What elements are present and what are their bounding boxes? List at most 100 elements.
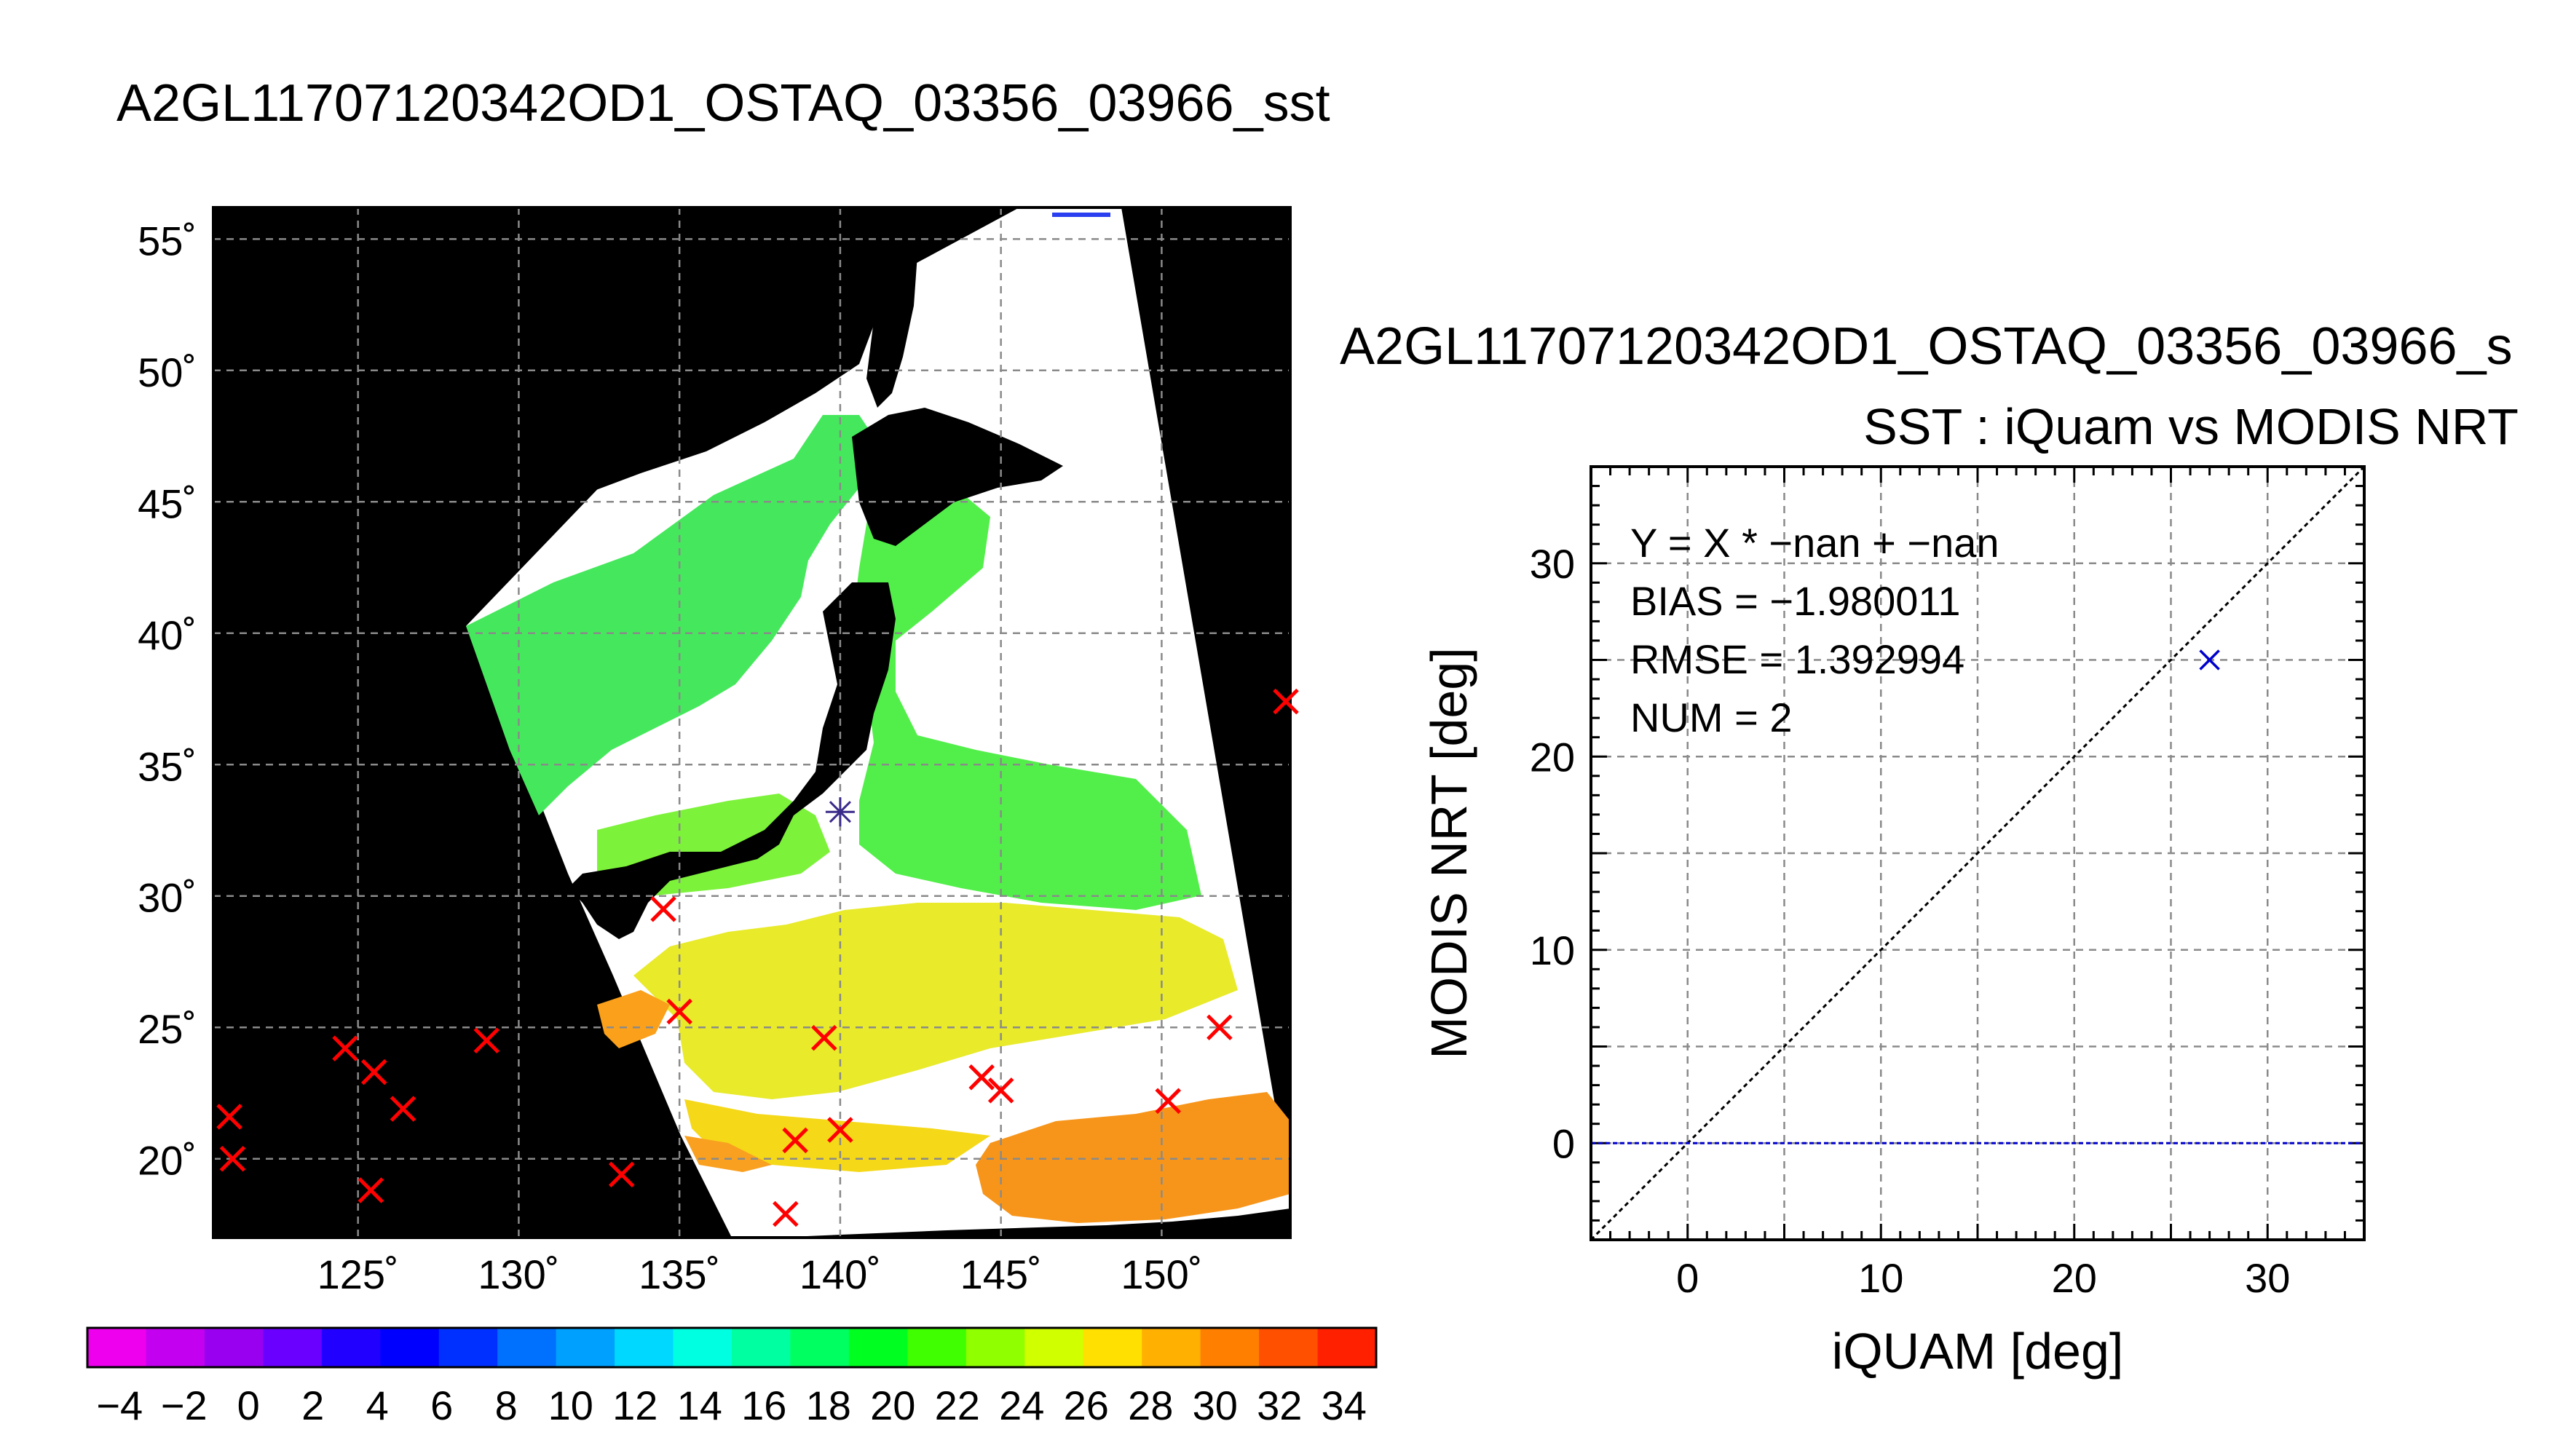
- colorbar-tick-label: 2: [301, 1382, 324, 1428]
- colorbar-cell: [848, 1328, 909, 1367]
- colorbar-cell: [321, 1328, 382, 1367]
- colorbar-tick-label: 22: [935, 1382, 980, 1428]
- lat-tick-label: 20˚: [138, 1138, 197, 1184]
- observation-marker: [968, 1064, 995, 1091]
- observation-marker: [358, 1177, 384, 1203]
- sst-orange-patch: [684, 1136, 772, 1172]
- colorbar-cell: [556, 1328, 616, 1367]
- observation-marker: [1273, 688, 1299, 715]
- sst-orange-region-west: [597, 990, 670, 1048]
- lat-tick-label: 25˚: [138, 1006, 197, 1052]
- swath-top-fleck: [1052, 213, 1110, 217]
- lat-tick-label: 40˚: [138, 612, 197, 658]
- lon-tick-label: 145˚: [960, 1251, 1042, 1297]
- observation-marker: [782, 1127, 808, 1154]
- colorbar-cell: [1259, 1328, 1319, 1367]
- colorbar-tick-label: 16: [741, 1382, 786, 1428]
- y-axis-label: MODIS NRT [deg]: [1421, 647, 1477, 1059]
- sst-yellow-region-2: [684, 1099, 990, 1172]
- scatter-point: [2199, 649, 2220, 670]
- colorbar-tick-label: 0: [237, 1382, 260, 1428]
- colorbar-cell: [732, 1328, 791, 1367]
- sst-yellow-region: [633, 903, 1238, 1099]
- x-tick-label: 20: [2052, 1255, 2097, 1301]
- lon-tick-label: 140˚: [799, 1251, 881, 1297]
- sst-green-region-north: [466, 415, 874, 815]
- colorbar-cell: [263, 1328, 323, 1367]
- colorbar-tick-label: 32: [1257, 1382, 1302, 1428]
- lon-tick-label: 125˚: [317, 1251, 399, 1297]
- colorbar-tick-label: 24: [999, 1382, 1044, 1428]
- colorbar-cell: [673, 1328, 732, 1367]
- sst-orange-region-south: [976, 1092, 1290, 1223]
- x-tick-label: 30: [2245, 1255, 2290, 1301]
- colorbar-cell: [497, 1328, 557, 1367]
- x-tick-label: 0: [1676, 1255, 1699, 1301]
- colorbar-cell: [438, 1328, 499, 1367]
- scatter-file-title: A2GL11707120342OD1_OSTAQ_03356_03966_s: [1340, 317, 2513, 376]
- land-hokkaido: [852, 408, 1063, 546]
- identity-line: [1590, 465, 2366, 1241]
- map-title: A2GL11707120342OD1_OSTAQ_03356_03966_sst: [117, 74, 1330, 132]
- colorbar-cell: [1200, 1328, 1260, 1367]
- observation-marker: [473, 1027, 500, 1054]
- colorbar-frame: [86, 1326, 1378, 1369]
- colorbar-tick-label: 12: [612, 1382, 657, 1428]
- colorbar-labels: −4 −2 0 2 4 6 8 10 12 14 16 18 20 22 24 26 28 30 32 34: [96, 1382, 1367, 1428]
- x-tick-label: 10: [1858, 1255, 1903, 1301]
- colorbar-cell: [790, 1328, 850, 1367]
- observation-marker: [666, 998, 692, 1025]
- land-mainland: [437, 207, 881, 597]
- observation-marker: [332, 1035, 358, 1061]
- observation-marker: [216, 1104, 242, 1130]
- lat-tick-label: 55˚: [138, 218, 197, 264]
- x-axis-label: iQUAM [deg]: [1832, 1323, 2124, 1380]
- y-tick-label: 10: [1530, 927, 1575, 973]
- colorbar-tick-label: 18: [806, 1382, 851, 1428]
- lon-tick-label: 150˚: [1121, 1251, 1202, 1297]
- observation-marker: [360, 1059, 387, 1085]
- colorbar-cell: [1317, 1328, 1377, 1367]
- stats-annotation: RMSE = 1.392994: [1630, 636, 1964, 682]
- colorbar-cell: [87, 1328, 147, 1367]
- lon-tick-label: 135˚: [639, 1251, 720, 1297]
- lat-tick-label: 50˚: [138, 349, 197, 395]
- colorbar-tick-label: 8: [495, 1382, 518, 1428]
- sst-green-region-east: [852, 480, 1201, 910]
- colorbar-tick-label: −4: [96, 1382, 143, 1428]
- lon-tick-label: 130˚: [478, 1251, 559, 1297]
- scatter-ticks: 0 10 20 30 0 10 20 30: [1530, 465, 2366, 1301]
- observation-marker: [827, 1117, 853, 1143]
- stats-annotation: BIAS = −1.980011: [1630, 578, 1961, 624]
- scatter-frame: [1590, 465, 2366, 1241]
- star-marker: [825, 797, 855, 827]
- map-gridlines: [213, 207, 1290, 1238]
- observation-marker: [219, 1145, 246, 1172]
- y-tick-label: 30: [1530, 541, 1575, 587]
- land-sakhalin: [866, 226, 917, 408]
- observation-marker: [650, 896, 676, 922]
- lat-tick-label: 30˚: [138, 875, 197, 921]
- colorbar-tick-label: 30: [1193, 1382, 1238, 1428]
- y-tick-label: 0: [1552, 1120, 1575, 1166]
- lon-labels: 125˚ 130˚ 135˚ 140˚ 145˚ 150˚: [317, 1251, 1203, 1297]
- lat-tick-label: 45˚: [138, 480, 197, 526]
- observation-marker: [811, 1024, 837, 1051]
- colorbar-cell: [615, 1328, 674, 1367]
- stats-annotation: NUM = 2: [1630, 695, 1793, 740]
- land-honshu: [568, 582, 896, 939]
- lat-labels: 55˚ 50˚ 45˚ 40˚ 35˚ 30˚ 25˚ 20˚: [138, 218, 197, 1183]
- colorbar-cell: [204, 1328, 264, 1367]
- colorbar-cell: [1142, 1328, 1201, 1367]
- colorbar-tick-label: 26: [1064, 1382, 1109, 1428]
- chart-title: SST : iQuam vs MODIS NRT: [1863, 398, 2519, 455]
- sst-map: 55˚ 50˚ 45˚ 40˚ 35˚ 30˚ 25˚ 20˚ 125˚ 130˚ 135˚ 140…: [138, 206, 1299, 1297]
- colorbar-tick-label: 4: [366, 1382, 389, 1428]
- observation-marker: [608, 1161, 635, 1188]
- colorbar-tick-label: 34: [1322, 1382, 1367, 1428]
- colorbar-tick-label: 6: [430, 1382, 453, 1428]
- observation-marker: [987, 1077, 1014, 1104]
- colorbar-tick-label: 28: [1128, 1382, 1173, 1428]
- observation-marker: [1207, 1014, 1233, 1040]
- scatter-annotations: Y = X * −nan + −nan BIAS = −1.980011 RMSE …: [1630, 520, 1999, 740]
